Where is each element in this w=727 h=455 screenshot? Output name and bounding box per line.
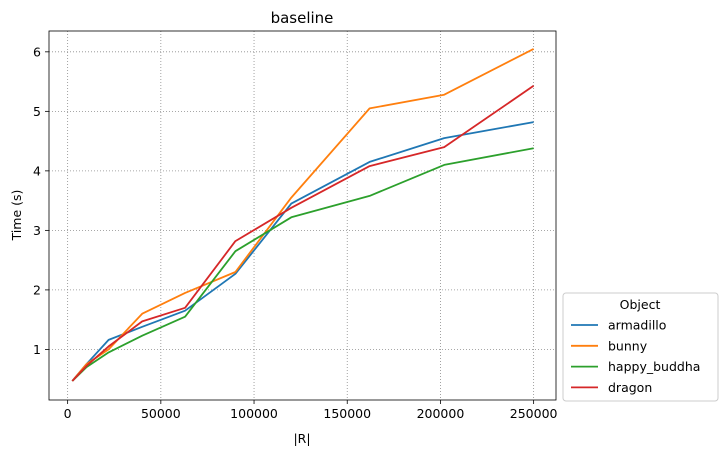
y-tick-label: 4: [33, 163, 41, 178]
legend-label-dragon: dragon: [608, 380, 652, 395]
x-tick-label: 0: [64, 406, 72, 421]
x-tick-label: 100000: [230, 406, 278, 421]
series-lines: [71, 48, 535, 382]
y-tick-label: 2: [33, 282, 41, 297]
y-tick-label: 5: [33, 104, 41, 119]
y-tick-label: 6: [33, 44, 41, 59]
grid: [49, 31, 556, 400]
x-tick-label: 50000: [141, 406, 181, 421]
legend-label-happy_buddha: happy_buddha: [608, 359, 700, 374]
y-ticks: 1 2 3 4 5 6: [33, 44, 49, 357]
x-axis-label: |R|: [293, 431, 310, 446]
x-ticks: 0 50000 100000 150000 200000 250000: [64, 400, 558, 421]
series-line-dragon: [71, 85, 535, 382]
y-axis-label: Time (s): [9, 190, 24, 242]
x-tick-label: 150000: [323, 406, 371, 421]
series-line-armadillo: [71, 121, 534, 382]
y-tick-label: 1: [33, 342, 41, 357]
legend-box: [562, 292, 719, 402]
y-tick-label: 3: [33, 223, 41, 238]
legend-title: Object: [620, 297, 661, 312]
chart-title: baseline: [271, 9, 334, 27]
series-line-happy_buddha: [71, 147, 534, 382]
x-tick-label: 250000: [510, 406, 558, 421]
x-tick-label: 200000: [417, 406, 465, 421]
axes-frame: [48, 30, 557, 401]
legend-label-bunny: bunny: [608, 338, 648, 353]
legend-label-armadillo: armadillo: [608, 318, 666, 333]
